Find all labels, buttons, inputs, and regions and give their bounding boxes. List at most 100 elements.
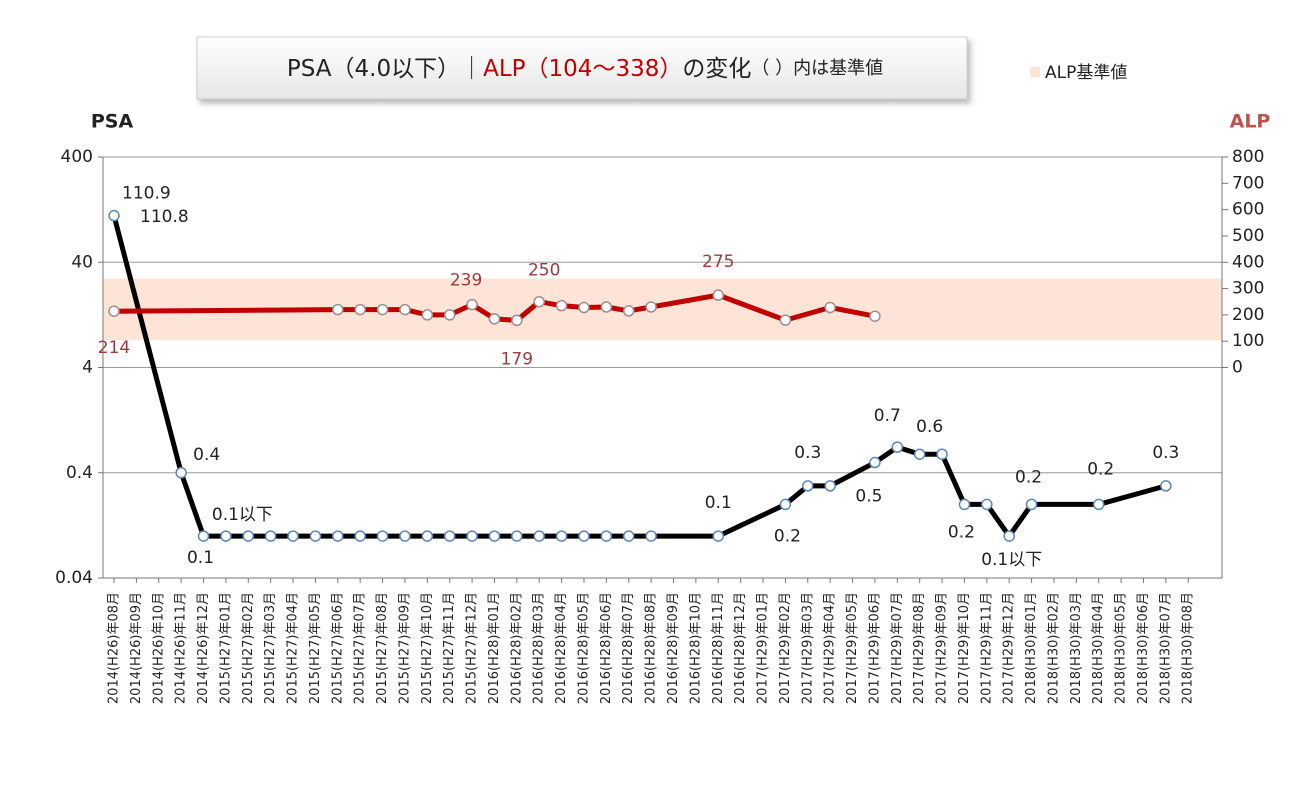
x-tick-label: 2015(H27)年02月 [241, 592, 256, 704]
x-tick-label: 2014(H26)年11月 [174, 592, 189, 704]
x-tick-label: 2016(H28)年05月 [576, 592, 591, 704]
data-point [175, 467, 187, 479]
chart-title: PSA（4.0以下）｜ALP（104～338）の変化（ ）内は基準値 [287, 56, 883, 82]
data-point [779, 314, 792, 326]
data-point [309, 530, 322, 542]
data-point [242, 530, 255, 542]
data-point [466, 530, 478, 542]
y2-tick-label: 800 [1232, 147, 1264, 167]
y-tick-label: 0.4 [66, 463, 93, 483]
x-tick-label: 2014(H26)年09月 [129, 592, 144, 704]
x-tick-label: 2017(H29)年05月 [845, 592, 860, 704]
data-point [220, 530, 232, 542]
data-label: 179 [501, 349, 533, 369]
x-tick-label: 2018(H30)年07月 [1158, 592, 1173, 704]
data-point [869, 456, 881, 469]
data-point [443, 309, 456, 321]
y-tick-label: 400 [61, 147, 93, 167]
y2-tick-label: 400 [1232, 252, 1264, 272]
data-point [1003, 530, 1015, 542]
title-part: PSA（4.0以下）｜ [287, 56, 483, 82]
data-point [108, 209, 120, 222]
data-label: 0.1以下 [981, 550, 1042, 570]
x-tick-label: 2017(H29)年08月 [912, 592, 927, 704]
plot-area: ALP基準値 0.04 0.4 4 40 400 0 100 200 300 400 500 600 70… [55, 63, 1264, 704]
x-tick-label: 2015(H27)年07月 [353, 592, 368, 704]
data-label: 275 [702, 252, 734, 272]
data-point [421, 530, 434, 542]
data-line [111, 215, 1167, 539]
x-tick-label: 2016(H28)年01月 [487, 592, 502, 704]
data-label: 110.9 [122, 184, 171, 204]
data-point [354, 303, 366, 316]
data-point [1160, 480, 1172, 492]
y-tick-label: 4 [82, 358, 93, 378]
x-tick-label: 2015(H27)年10月 [420, 592, 435, 704]
data-point [533, 295, 545, 308]
x-tick-label: 2015(H27)年08月 [375, 592, 390, 704]
x-tick-label: 2015(H27)年12月 [465, 592, 480, 704]
x-tick-label: 2016(H28)年07月 [621, 592, 636, 704]
title-part: の変化 [682, 56, 751, 82]
x-tick-label: 2015(H27)年11月 [442, 592, 457, 704]
x-tick-label: 2018(H30)年06月 [1136, 592, 1151, 704]
x-tick-label: 2018(H30)年02月 [1046, 592, 1061, 704]
data-label: 250 [528, 261, 560, 281]
data-label: 0.2 [948, 522, 975, 542]
x-tick-label: 2017(H29)年03月 [800, 592, 815, 704]
legend-label: ALP基準値 [1045, 63, 1127, 83]
data-point [555, 530, 568, 542]
data-label: 0.2 [1015, 467, 1042, 487]
data-point [824, 301, 836, 314]
y2-tick-label: 100 [1232, 331, 1264, 351]
data-label: 0.3 [794, 443, 821, 463]
data-label: 0.1 [705, 493, 732, 513]
data-point [399, 303, 411, 316]
data-point [578, 301, 590, 314]
data-point [712, 289, 725, 301]
x-tick-label: 2015(H27)年03月 [263, 592, 278, 704]
data-point [869, 310, 881, 322]
x-tick-label: 2016(H28)年03月 [532, 592, 547, 704]
data-point [779, 498, 792, 511]
legend-swatch [1030, 67, 1040, 77]
x-tick-label: 2017(H29)年11月 [979, 592, 994, 704]
x-tick-label: 2018(H30)年08月 [1181, 592, 1196, 704]
x-tick-label: 2015(H27)年06月 [330, 592, 345, 704]
y2-axis-label: ALP [1230, 111, 1271, 133]
data-label: 0.1以下 [212, 505, 273, 525]
x-tick-label: 2016(H28)年10月 [688, 592, 703, 704]
data-point [958, 498, 971, 511]
title-part: （ ）内は基準値 [751, 58, 883, 79]
x-tick-label: 2016(H28)年04月 [554, 592, 569, 704]
data-label: 0.3 [1152, 443, 1179, 463]
data-point [399, 530, 411, 542]
x-tick-label: 2017(H29)年02月 [778, 592, 793, 704]
title-box [196, 36, 968, 100]
x-tick-label: 2018(H30)年03月 [1069, 592, 1084, 704]
data-label: 214 [98, 338, 130, 358]
data-point [824, 480, 836, 492]
x-tick-label: 2017(H29)年04月 [823, 592, 838, 704]
data-point [645, 530, 657, 542]
x-tick-label: 2016(H28)年08月 [644, 592, 659, 704]
data-point [443, 530, 456, 542]
x-tick-label: 2015(H27)年05月 [308, 592, 323, 704]
data-point [802, 480, 814, 492]
data-label: 0.1 [187, 548, 214, 568]
data-point [332, 303, 344, 316]
x-tick-label: 2016(H28)年09月 [666, 592, 681, 704]
y2-tick-label: 700 [1232, 173, 1264, 193]
data-point [376, 530, 389, 542]
data-label: 239 [450, 271, 482, 291]
y-axis-label: PSA [91, 111, 134, 133]
x-tick-label: 2017(H29)年01月 [756, 592, 771, 704]
data-label: 0.5 [855, 487, 882, 507]
title-part: ALP（104～338） [483, 56, 682, 82]
data-point [533, 530, 545, 542]
data-point [600, 530, 613, 542]
x-tick-label: 2017(H29)年12月 [1002, 592, 1017, 704]
x-tick-label: 2015(H27)年09月 [397, 592, 412, 704]
